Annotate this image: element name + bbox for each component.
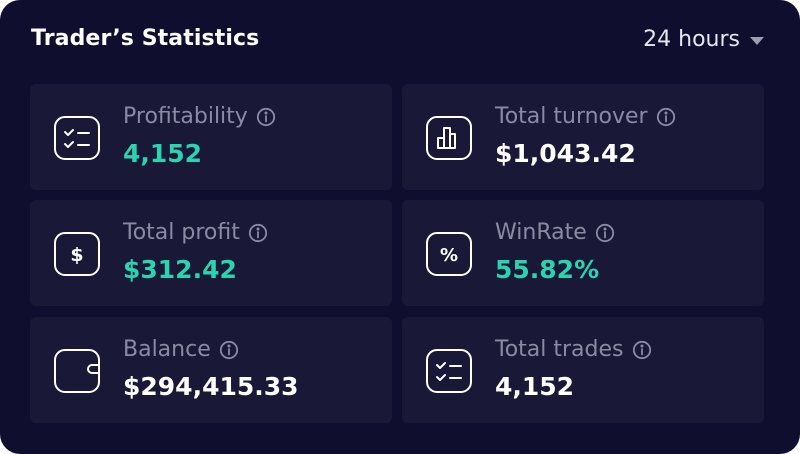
stat-label: WinRate	[495, 220, 615, 245]
period-dropdown[interactable]: 24 hours	[643, 27, 764, 52]
wallet-icon	[53, 348, 101, 394]
stat-value: $312.42	[123, 255, 237, 284]
checklist-icon	[425, 348, 473, 394]
info-icon[interactable]	[656, 107, 676, 127]
percent-icon: %	[425, 231, 473, 277]
stat-label-text: WinRate	[495, 220, 587, 245]
stat-card-winrate: % WinRate 55.82%	[402, 200, 764, 306]
info-icon[interactable]	[632, 340, 652, 360]
stat-value: $294,415.33	[123, 372, 299, 401]
stat-card-total-trades: Total trades 4,152	[402, 317, 764, 423]
stat-value: 4,152	[123, 139, 203, 168]
stat-label: Total turnover	[495, 104, 676, 129]
bar-chart-icon	[425, 115, 473, 161]
stat-card-balance: Balance $294,415.33	[30, 317, 392, 423]
stat-label-text: Total trades	[495, 337, 624, 362]
stat-value: $1,043.42	[495, 139, 636, 168]
stat-value: 55.82%	[495, 255, 600, 284]
stat-label-text: Profitability	[123, 104, 248, 129]
chevron-down-icon	[750, 36, 764, 45]
stat-label-text: Total turnover	[495, 104, 648, 129]
stat-label-text: Balance	[123, 337, 211, 362]
dollar-icon: $	[53, 231, 101, 277]
info-icon[interactable]	[248, 223, 268, 243]
stat-label: Total trades	[495, 337, 652, 362]
info-icon[interactable]	[219, 340, 239, 360]
info-icon[interactable]	[595, 223, 615, 243]
stat-card-total-turnover: Total turnover $1,043.42	[402, 84, 764, 190]
stat-label: Profitability	[123, 104, 276, 129]
info-icon[interactable]	[256, 107, 276, 127]
period-label: 24 hours	[643, 27, 740, 52]
svg-text:%: %	[440, 245, 458, 266]
stat-card-profitability: Profitability 4,152	[30, 84, 392, 190]
panel-title: Trader’s Statistics	[31, 26, 260, 51]
stat-value: 4,152	[495, 372, 575, 401]
svg-text:$: $	[70, 244, 83, 266]
stat-label: Balance	[123, 337, 239, 362]
checklist-icon	[53, 115, 101, 161]
stat-card-total-profit: $ Total profit $312.42	[30, 200, 392, 306]
stat-label: Total profit	[123, 220, 268, 245]
stat-label-text: Total profit	[123, 220, 240, 245]
